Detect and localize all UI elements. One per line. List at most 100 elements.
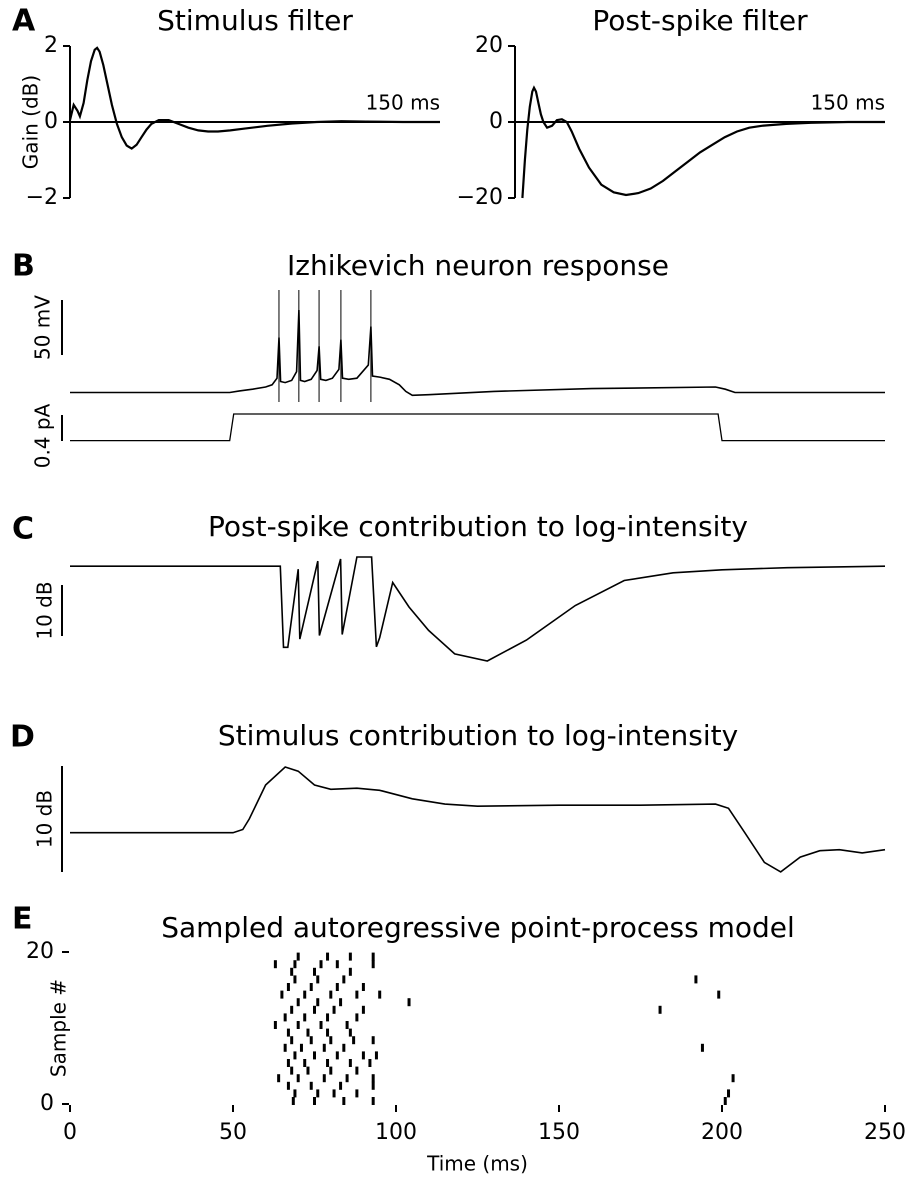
scale-bar-label: 0.4 pA — [31, 403, 55, 468]
spike-tick — [286, 1028, 290, 1037]
trace — [70, 556, 886, 662]
spike-tick — [273, 960, 277, 969]
spike-tick — [319, 1021, 323, 1029]
spike-tick — [361, 1005, 365, 1014]
panel-label: C — [12, 512, 34, 547]
trace — [70, 766, 886, 873]
spike-tick — [293, 960, 297, 969]
spike-tick — [368, 1059, 372, 1067]
chart-title: Stimulus filter — [157, 4, 353, 37]
spike-tick — [727, 1089, 731, 1098]
spike-tick — [290, 967, 294, 976]
spike-tick — [316, 998, 320, 1007]
y-tick-label: 20 — [475, 33, 503, 58]
y-tick-label: 2 — [44, 33, 58, 58]
panel-label: B — [12, 249, 35, 284]
spike-tick — [723, 1097, 727, 1105]
spike-tick — [371, 1074, 375, 1083]
spike-tick — [345, 1074, 349, 1083]
spike-tick — [303, 990, 307, 999]
filter-line — [521, 85, 885, 199]
spike-tick — [348, 967, 352, 976]
spike-tick — [361, 1051, 365, 1060]
spike-tick — [322, 1074, 326, 1083]
spike-tick — [286, 1059, 290, 1067]
spike-tick — [371, 960, 375, 969]
x-tick-label: 100 — [375, 1120, 417, 1145]
spike-tick — [290, 1066, 294, 1075]
y-tick-label: 0 — [40, 1091, 54, 1116]
voltage-trace — [70, 309, 885, 397]
spike-tick — [283, 1013, 287, 1022]
y-axis-label: Sample # — [47, 979, 71, 1077]
y-tick-label: −2 — [26, 185, 58, 210]
spike-tick — [316, 975, 320, 984]
spike-tick — [313, 1051, 316, 1060]
spike-tick — [361, 983, 365, 991]
spike-tick — [694, 975, 698, 984]
y-axis-label: Gain (dB) — [19, 75, 43, 169]
x-tick-label: 150 — [538, 1120, 580, 1145]
spike-tick — [335, 960, 339, 969]
x-tick-label: 250 — [864, 1120, 906, 1145]
spike-tick — [293, 1089, 297, 1098]
current-trace — [70, 413, 885, 442]
panel-label: A — [12, 4, 36, 39]
scale-bar-label: 10 dB — [33, 581, 57, 639]
spike-tick — [355, 1013, 359, 1022]
scale-bar-label: 10 dB — [33, 790, 57, 848]
spike-tick — [286, 983, 290, 991]
spike-tick — [371, 1097, 375, 1105]
x-axis-label: Time (ms) — [426, 1152, 528, 1176]
spike-tick — [309, 1036, 313, 1045]
spike-tick — [371, 1036, 375, 1045]
spike-tick — [296, 1074, 300, 1083]
x-tick-label: 0 — [63, 1120, 77, 1145]
panel-label: D — [10, 720, 35, 755]
chart-title: Post-spike contribution to log-intensity — [208, 510, 748, 543]
spike-tick — [309, 1081, 313, 1090]
spike-tick — [280, 990, 284, 999]
chart-title: Sampled autoregressive point-process mod… — [161, 911, 795, 944]
y-tick-label: 20 — [26, 939, 54, 964]
x-tick-label: 50 — [219, 1120, 247, 1145]
spike-tick — [313, 1005, 316, 1014]
spike-tick — [296, 1021, 300, 1029]
spike-tick — [352, 1036, 356, 1045]
annotation: 150 ms — [366, 91, 440, 115]
spike-tick — [731, 1074, 735, 1083]
scale-bar-label: 50 mV — [31, 295, 55, 360]
panel-label: E — [12, 902, 33, 937]
spike-tick — [371, 952, 375, 961]
spike-tick — [313, 967, 316, 976]
chart-title: Stimulus contribution to log-intensity — [218, 719, 738, 752]
spike-tick — [303, 1059, 307, 1067]
spike-tick — [348, 952, 352, 961]
spike-tick — [335, 1051, 339, 1060]
spike-tick — [658, 1005, 662, 1014]
spike-tick — [329, 1036, 333, 1045]
spike-tick — [329, 1066, 333, 1075]
spike-tick — [299, 1043, 303, 1052]
spike-tick — [342, 975, 346, 984]
spike-tick — [342, 1043, 346, 1052]
spike-tick — [326, 1028, 330, 1037]
spike-tick — [355, 1066, 359, 1075]
spike-tick — [313, 1097, 316, 1105]
spike-tick — [306, 1028, 310, 1037]
spike-tick — [329, 990, 333, 999]
spike-tick — [332, 1005, 336, 1014]
spike-tick — [273, 1021, 277, 1029]
spike-tick — [348, 1028, 352, 1037]
chart-title: Post-spike filter — [592, 4, 808, 37]
y-tick-label: 0 — [44, 109, 58, 134]
filter-line — [68, 46, 440, 150]
spike-tick — [326, 1059, 330, 1067]
x-tick-label: 200 — [701, 1120, 743, 1145]
spike-tick — [326, 1013, 330, 1022]
spike-tick — [306, 1066, 310, 1075]
spike-tick — [322, 1043, 326, 1052]
spike-tick — [283, 1043, 287, 1052]
annotation: 150 ms — [811, 91, 885, 115]
